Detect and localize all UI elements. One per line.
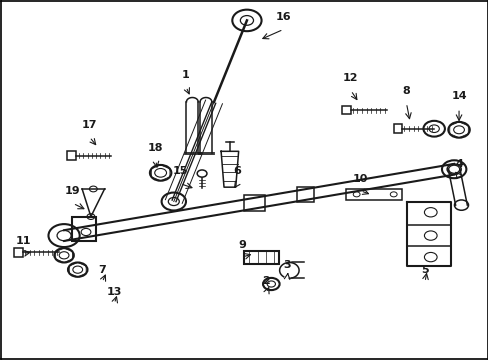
Text: 4: 4 [454, 159, 462, 169]
Bar [345, 189, 401, 200]
Bar [243, 195, 264, 211]
Text: 18: 18 [148, 143, 163, 153]
Bar [341, 106, 350, 114]
Text: 13: 13 [106, 287, 122, 297]
Text: 11: 11 [15, 237, 31, 246]
Bar [67, 151, 76, 160]
Bar [393, 125, 402, 133]
Bar [296, 187, 314, 202]
Text: 15: 15 [172, 166, 187, 176]
Circle shape [197, 170, 206, 177]
Text: 19: 19 [65, 186, 81, 196]
Text: 7: 7 [98, 265, 106, 275]
Text: 8: 8 [402, 86, 409, 96]
Text: 12: 12 [343, 73, 358, 83]
Text: 10: 10 [352, 174, 367, 184]
Text: 17: 17 [81, 120, 97, 130]
Text: 6: 6 [233, 166, 241, 176]
Text: 9: 9 [238, 240, 245, 250]
Text: 14: 14 [450, 91, 466, 101]
Bar [244, 251, 278, 264]
Text: 1: 1 [182, 69, 189, 80]
Bar [14, 248, 22, 257]
Bar [72, 217, 96, 241]
Text: 5: 5 [420, 265, 428, 275]
Text: 2: 2 [262, 276, 270, 286]
Text: 16: 16 [275, 12, 291, 22]
Text: 3: 3 [283, 260, 291, 270]
